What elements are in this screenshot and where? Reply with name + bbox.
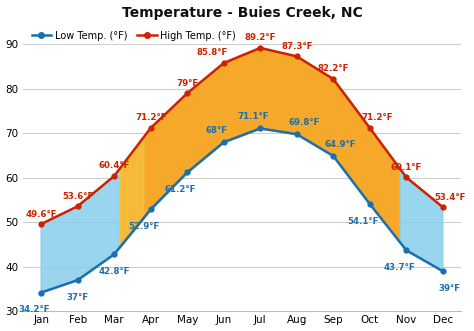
Text: 89.2°F: 89.2°F	[245, 33, 276, 42]
Text: 52.9°F: 52.9°F	[128, 222, 159, 231]
High Temp. (°F)	[184, 91, 190, 95]
Text: 71.2°F: 71.2°F	[135, 114, 166, 122]
Low Temp. (°F)	[111, 252, 117, 256]
High Temp. (°F)	[440, 205, 446, 209]
Text: 82.2°F: 82.2°F	[318, 65, 349, 73]
Legend: Low Temp. (°F), High Temp. (°F): Low Temp. (°F), High Temp. (°F)	[27, 27, 240, 45]
Text: 61.2°F: 61.2°F	[164, 185, 196, 194]
High Temp. (°F)	[367, 126, 373, 130]
Title: Temperature - Buies Creek, NC: Temperature - Buies Creek, NC	[122, 6, 362, 20]
Text: 79°F: 79°F	[176, 79, 198, 88]
Text: 39°F: 39°F	[439, 284, 461, 293]
Text: 87.3°F: 87.3°F	[281, 42, 312, 51]
Text: 43.7°F: 43.7°F	[383, 263, 415, 272]
Low Temp. (°F)	[221, 140, 227, 144]
Line: Low Temp. (°F): Low Temp. (°F)	[39, 126, 445, 295]
Low Temp. (°F)	[403, 248, 409, 252]
High Temp. (°F)	[38, 222, 44, 226]
Text: 64.9°F: 64.9°F	[325, 140, 356, 149]
High Temp. (°F)	[403, 175, 409, 179]
Text: 34.2°F: 34.2°F	[18, 305, 50, 314]
Text: 85.8°F: 85.8°F	[197, 48, 228, 58]
High Temp. (°F)	[257, 46, 263, 50]
High Temp. (°F)	[330, 77, 336, 81]
Low Temp. (°F)	[38, 291, 44, 295]
Text: 71.2°F: 71.2°F	[361, 114, 392, 122]
Low Temp. (°F)	[330, 154, 336, 158]
High Temp. (°F)	[148, 126, 154, 130]
Low Temp. (°F)	[367, 202, 373, 206]
Low Temp. (°F)	[294, 132, 300, 136]
Text: 71.1°F: 71.1°F	[237, 113, 269, 121]
Low Temp. (°F)	[257, 126, 263, 130]
Text: 37°F: 37°F	[66, 293, 89, 302]
High Temp. (°F)	[75, 204, 81, 208]
Low Temp. (°F)	[440, 269, 446, 273]
Text: 54.1°F: 54.1°F	[347, 216, 379, 225]
High Temp. (°F)	[221, 61, 227, 65]
High Temp. (°F)	[111, 174, 117, 178]
Text: 60.1°F: 60.1°F	[391, 163, 422, 172]
Text: 69.8°F: 69.8°F	[288, 118, 319, 127]
Line: High Temp. (°F): High Temp. (°F)	[39, 45, 445, 226]
Low Temp. (°F)	[148, 208, 154, 212]
Text: 60.4°F: 60.4°F	[99, 162, 130, 170]
Text: 53.6°F: 53.6°F	[62, 192, 93, 201]
Text: 49.6°F: 49.6°F	[25, 210, 57, 218]
Low Temp. (°F)	[75, 278, 81, 282]
Low Temp. (°F)	[184, 170, 190, 174]
Text: 42.8°F: 42.8°F	[99, 267, 130, 276]
Text: 53.4°F: 53.4°F	[434, 193, 465, 202]
Text: 68°F: 68°F	[206, 126, 228, 135]
High Temp. (°F)	[294, 54, 300, 58]
